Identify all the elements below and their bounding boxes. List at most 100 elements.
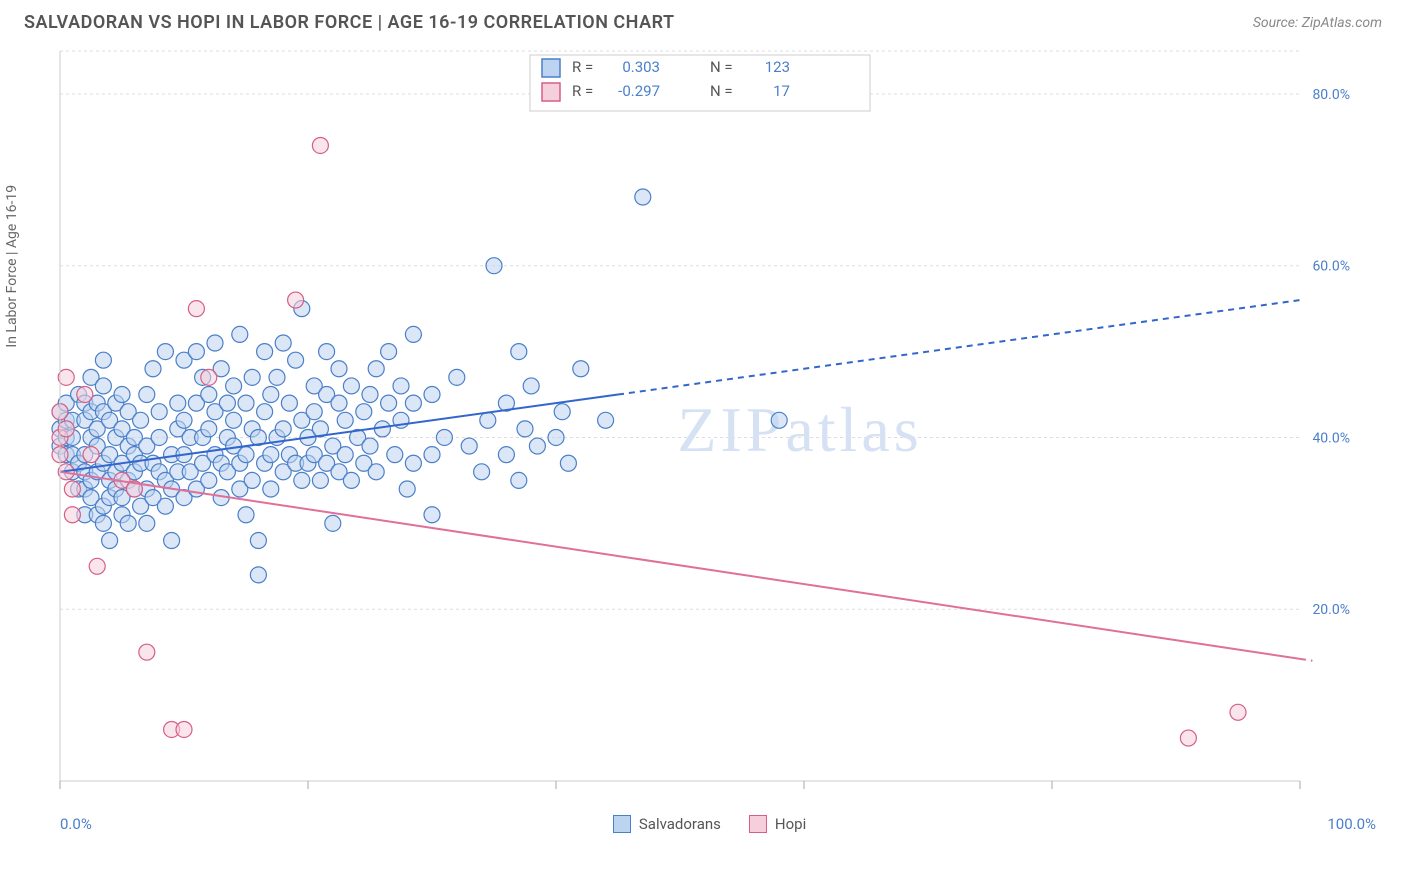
legend-item-hopi: Hopi bbox=[749, 815, 806, 833]
scatter-point bbox=[424, 447, 440, 463]
scatter-point bbox=[368, 464, 384, 480]
scatter-point bbox=[343, 378, 359, 394]
scatter-point bbox=[257, 344, 273, 360]
scatter-point bbox=[263, 387, 279, 403]
scatter-point bbox=[306, 404, 322, 420]
scatter-point bbox=[381, 395, 397, 411]
scatter-point bbox=[337, 412, 353, 428]
legend-swatch-blue bbox=[613, 815, 631, 833]
scatter-point bbox=[275, 335, 291, 351]
scatter-point bbox=[560, 455, 576, 471]
scatter-point bbox=[207, 335, 223, 351]
corr-swatch bbox=[542, 59, 560, 77]
scatter-point bbox=[325, 515, 341, 531]
scatter-point bbox=[120, 515, 136, 531]
scatter-point bbox=[393, 378, 409, 394]
scatter-point bbox=[281, 395, 297, 411]
scatter-point bbox=[486, 258, 502, 274]
scatter-point bbox=[511, 472, 527, 488]
scatter-point bbox=[449, 369, 465, 385]
chart-header: SALVADORAN VS HOPI IN LABOR FORCE | AGE … bbox=[0, 0, 1406, 41]
scatter-point bbox=[399, 481, 415, 497]
scatter-point bbox=[288, 292, 304, 308]
scatter-point bbox=[95, 378, 111, 394]
scatter-point bbox=[219, 395, 235, 411]
legend-swatch-pink bbox=[749, 815, 767, 833]
scatter-point bbox=[529, 438, 545, 454]
scatter-point bbox=[58, 421, 74, 437]
scatter-point bbox=[188, 301, 204, 317]
y-axis-label: In Labor Force | Age 16-19 bbox=[4, 185, 20, 348]
scatter-point bbox=[548, 429, 564, 445]
scatter-point bbox=[771, 412, 787, 428]
scatter-point bbox=[343, 472, 359, 488]
scatter-point bbox=[89, 558, 105, 574]
scatter-point bbox=[250, 567, 266, 583]
scatter-point bbox=[635, 189, 651, 205]
corr-n-value: 17 bbox=[773, 82, 790, 100]
scatter-chart: 20.0%40.0%60.0%80.0%ZIPatlasR =0.303N =1… bbox=[20, 41, 1350, 801]
scatter-point bbox=[523, 378, 539, 394]
scatter-point bbox=[157, 344, 173, 360]
scatter-point bbox=[64, 481, 80, 497]
scatter-point bbox=[405, 395, 421, 411]
x-axis-max-label: 100.0% bbox=[1327, 815, 1376, 833]
scatter-point bbox=[312, 472, 328, 488]
scatter-point bbox=[201, 369, 217, 385]
legend-label: Hopi bbox=[775, 815, 806, 833]
y-tick-label: 20.0% bbox=[1312, 602, 1350, 618]
trend-line-dashed bbox=[1300, 659, 1312, 661]
scatter-point bbox=[337, 447, 353, 463]
scatter-point bbox=[436, 429, 452, 445]
scatter-point bbox=[139, 644, 155, 660]
scatter-point bbox=[64, 507, 80, 523]
source-label: Source: ZipAtlas.com bbox=[1253, 15, 1382, 31]
scatter-point bbox=[368, 361, 384, 377]
scatter-point bbox=[511, 344, 527, 360]
scatter-point bbox=[95, 352, 111, 368]
watermark: ZIPatlas bbox=[677, 394, 922, 465]
scatter-point bbox=[257, 404, 273, 420]
scatter-point bbox=[424, 507, 440, 523]
scatter-point bbox=[157, 498, 173, 514]
scatter-point bbox=[405, 455, 421, 471]
scatter-point bbox=[331, 395, 347, 411]
scatter-point bbox=[170, 395, 186, 411]
scatter-point bbox=[250, 533, 266, 549]
scatter-point bbox=[263, 447, 279, 463]
scatter-point bbox=[294, 472, 310, 488]
footer-legend: 0.0% Salvadorans Hopi 100.0% bbox=[0, 811, 1406, 833]
scatter-point bbox=[151, 404, 167, 420]
scatter-point bbox=[474, 464, 490, 480]
scatter-point bbox=[226, 378, 242, 394]
scatter-point bbox=[517, 421, 533, 437]
scatter-point bbox=[139, 515, 155, 531]
scatter-point bbox=[1230, 704, 1246, 720]
scatter-point bbox=[1180, 730, 1196, 746]
scatter-point bbox=[226, 412, 242, 428]
scatter-point bbox=[244, 472, 260, 488]
scatter-point bbox=[238, 395, 254, 411]
scatter-point bbox=[139, 387, 155, 403]
legend-center: Salvadorans Hopi bbox=[613, 815, 806, 833]
trend-line bbox=[60, 472, 1300, 659]
corr-r-label: R = bbox=[572, 82, 593, 100]
scatter-point bbox=[164, 533, 180, 549]
scatter-point bbox=[598, 412, 614, 428]
scatter-point bbox=[58, 369, 74, 385]
scatter-point bbox=[176, 412, 192, 428]
scatter-point bbox=[573, 361, 589, 377]
corr-n-label: N = bbox=[710, 82, 733, 100]
legend-item-salvadorans: Salvadorans bbox=[613, 815, 721, 833]
scatter-point bbox=[114, 387, 130, 403]
scatter-point bbox=[232, 326, 248, 342]
scatter-point bbox=[387, 447, 403, 463]
chart-title: SALVADORAN VS HOPI IN LABOR FORCE | AGE … bbox=[24, 12, 675, 33]
scatter-point bbox=[331, 361, 347, 377]
scatter-point bbox=[312, 137, 328, 153]
scatter-point bbox=[201, 421, 217, 437]
scatter-point bbox=[188, 344, 204, 360]
scatter-point bbox=[498, 447, 514, 463]
scatter-point bbox=[405, 326, 421, 342]
scatter-point bbox=[275, 421, 291, 437]
